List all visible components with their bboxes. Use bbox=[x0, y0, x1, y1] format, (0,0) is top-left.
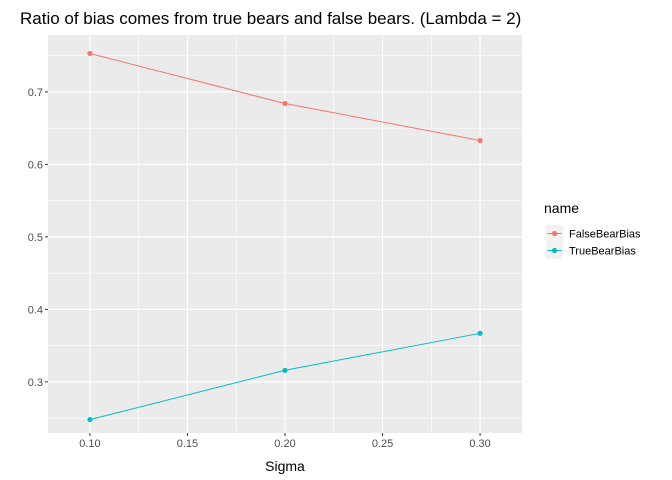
x-tick-label: 0.25 bbox=[372, 438, 393, 450]
data-point-falsebearbias bbox=[477, 137, 483, 144]
data-point-truebearbias bbox=[87, 416, 93, 423]
y-tick-label: 0.7 bbox=[28, 87, 43, 99]
legend-key-point bbox=[551, 230, 558, 237]
x-tick-label: 0.30 bbox=[469, 438, 490, 450]
legend-label: FalseBearBias bbox=[569, 229, 641, 241]
data-point-truebearbias bbox=[477, 330, 483, 336]
chart-title: Ratio of bias comes from true bears and … bbox=[20, 9, 521, 28]
data-point-falsebearbias bbox=[282, 100, 288, 107]
legend-key-point bbox=[551, 247, 558, 254]
legend: name FalseBearBias TrueBearBias bbox=[544, 200, 641, 259]
y-axis-ticks: 0.3 0.4 0.5 0.6 0.7 bbox=[28, 87, 48, 389]
x-tick-label: 0.10 bbox=[79, 438, 100, 450]
x-axis-ticks: 0.10 0.15 0.20 0.25 0.30 bbox=[79, 433, 491, 450]
data-point-truebearbias bbox=[282, 367, 288, 373]
x-axis-title: Sigma bbox=[265, 458, 305, 474]
y-tick-label: 0.3 bbox=[28, 377, 43, 389]
major-gridlines bbox=[48, 35, 522, 433]
x-tick-label: 0.15 bbox=[177, 438, 198, 450]
y-tick-label: 0.6 bbox=[28, 159, 43, 171]
y-tick-label: 0.5 bbox=[28, 232, 43, 244]
series-points bbox=[87, 50, 483, 423]
legend-title: name bbox=[544, 200, 579, 216]
y-tick-label: 0.4 bbox=[28, 304, 43, 316]
x-tick-label: 0.20 bbox=[274, 438, 295, 450]
data-point-falsebearbias bbox=[87, 50, 93, 57]
legend-label: TrueBearBias bbox=[569, 246, 636, 258]
